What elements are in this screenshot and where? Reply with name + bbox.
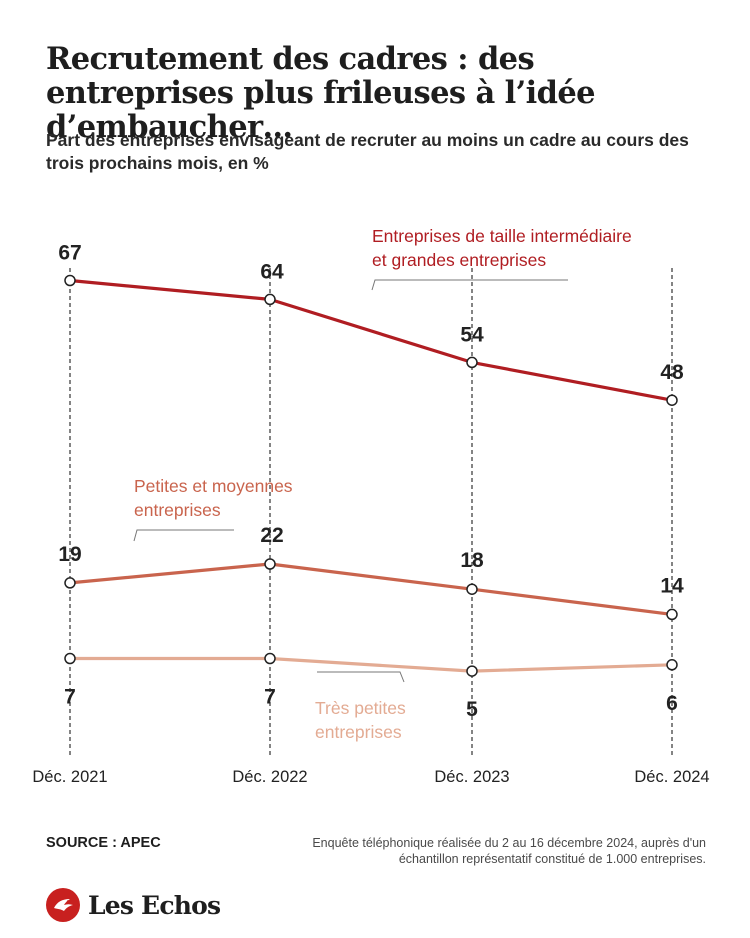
data-point — [64, 577, 76, 589]
data-point — [466, 356, 478, 369]
x-tick-label: Déc. 2023 — [434, 768, 509, 786]
data-label: 54 — [460, 323, 484, 346]
data-point — [466, 583, 478, 595]
data-label: 64 — [260, 260, 284, 283]
series-label-very-small-line1: Très petites — [315, 698, 406, 718]
chart-subtitle: Part des entreprises envisageant de recr… — [46, 130, 689, 173]
series-label-large-firms-line1: Entreprises de taille intermédiaire — [372, 226, 632, 246]
callout-line-very-small — [317, 671, 405, 683]
data-point — [264, 293, 276, 306]
series-line-1 — [69, 562, 673, 616]
data-label: 67 — [58, 242, 81, 265]
data-label: 18 — [460, 549, 484, 572]
data-label: 5 — [466, 698, 478, 721]
brand-logo: Les Echos — [46, 888, 221, 922]
data-point — [666, 394, 678, 406]
data-point — [666, 659, 678, 671]
data-point — [666, 608, 678, 621]
source-label: SOURCE : APEC — [46, 835, 161, 851]
callout-line-large-firms — [371, 279, 568, 291]
data-label: 6 — [666, 692, 678, 715]
series-label-very-small-line2: entreprises — [315, 722, 402, 742]
data-label: 19 — [58, 543, 81, 566]
data-label: 14 — [660, 574, 684, 597]
data-point — [64, 274, 76, 287]
x-tick-label: Déc. 2021 — [32, 768, 107, 786]
data-point — [64, 652, 76, 665]
data-point — [264, 652, 276, 665]
methodology-note: Enquête téléphonique réalisée du 2 au 16… — [312, 836, 706, 866]
data-point — [466, 665, 478, 677]
data-label: 7 — [64, 686, 76, 709]
series-label-large-firms-line2: et grandes entreprises — [372, 250, 546, 270]
series-label-sme-line1: Petites et moyennes — [134, 476, 293, 496]
les-echos-emblem-icon — [46, 888, 80, 922]
data-label: 22 — [260, 524, 283, 547]
series-line-2 — [70, 656, 673, 673]
x-tick-label: Déc. 2024 — [634, 768, 709, 786]
callout-line-sme — [133, 529, 234, 542]
chart-title: Recrutement des cadres : des entreprises… — [46, 41, 596, 145]
series-line-0 — [69, 278, 673, 402]
brand-name: Les Echos — [88, 890, 221, 920]
x-tick-label: Déc. 2022 — [232, 768, 307, 786]
line-chart: Déc. 2021 Déc. 2022 Déc. 2023 Déc. 20246764… — [32, 226, 709, 786]
data-label: 48 — [660, 361, 684, 384]
data-label: 7 — [264, 686, 276, 709]
data-point — [264, 558, 276, 570]
series-label-sme-line2: entreprises — [134, 500, 221, 520]
